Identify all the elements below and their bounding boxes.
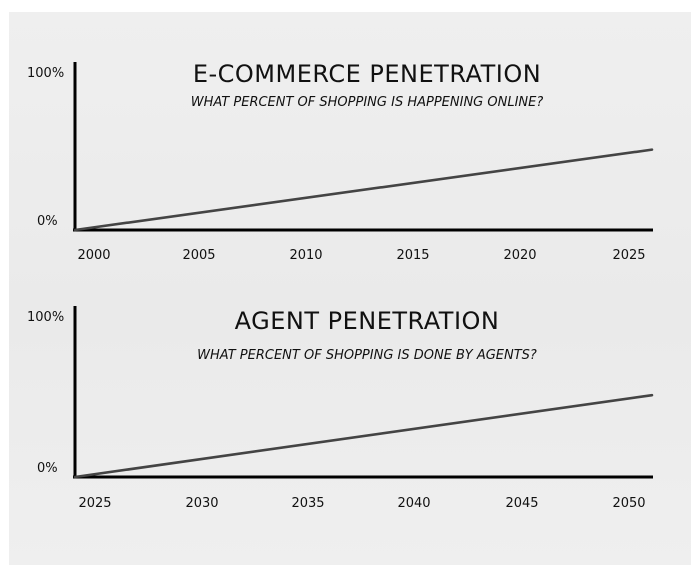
chart-2-subtitle: WHAT PERCENT OF SHOPPING IS DONE BY AGEN… bbox=[197, 348, 537, 363]
chart-1-y-tick-label-top: 100% bbox=[27, 66, 64, 81]
chart-2-x-tick-label: 2025 bbox=[78, 496, 111, 511]
chart-1-title: E-COMMERCE PENETRATION bbox=[193, 60, 541, 88]
chart-1-subtitle: WHAT PERCENT OF SHOPPING IS HAPPENING ON… bbox=[191, 95, 544, 110]
chart-1-y-tick-label-bottom: 0% bbox=[37, 214, 58, 229]
figure-background bbox=[9, 12, 691, 565]
chart-1-x-tick-label: 2000 bbox=[77, 248, 110, 263]
chart-1-x-tick-label: 2025 bbox=[612, 248, 645, 263]
chart-2-series-line bbox=[73, 393, 654, 479]
chart-1-x-tick-label: 2020 bbox=[503, 248, 536, 263]
chart-1-x-tick-label: 2015 bbox=[396, 248, 429, 263]
chart-1-series-line bbox=[73, 148, 654, 232]
chart-2-y-tick-label-bottom: 0% bbox=[37, 461, 58, 476]
chart-2-x-tick-label: 2035 bbox=[291, 496, 324, 511]
chart-2-x-tick-label: 2045 bbox=[505, 496, 538, 511]
chart-2-y-tick-label-top: 100% bbox=[27, 310, 64, 325]
chart-2-x-tick-label: 2040 bbox=[397, 496, 430, 511]
chart-2-x-tick-label: 2030 bbox=[185, 496, 218, 511]
chart-1-x-tick-label: 2010 bbox=[289, 248, 322, 263]
chart-2-title: AGENT PENETRATION bbox=[235, 307, 500, 335]
chart-1-x-tick-label: 2005 bbox=[182, 248, 215, 263]
chart-2-x-tick-label: 2050 bbox=[612, 496, 645, 511]
